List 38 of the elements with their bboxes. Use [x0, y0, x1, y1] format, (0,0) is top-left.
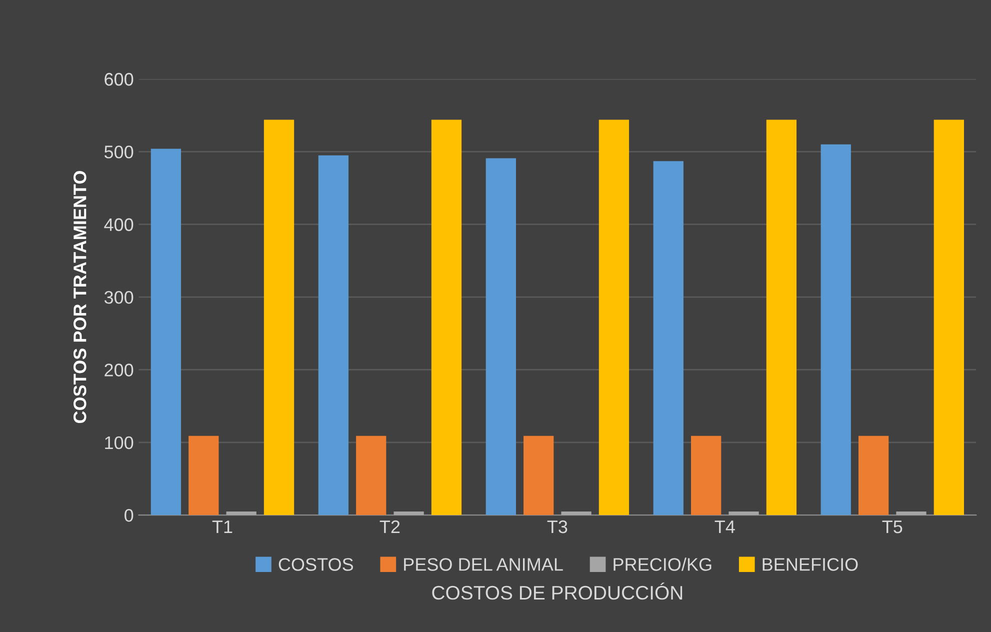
bar: [356, 436, 386, 516]
legend-label: COSTOS: [278, 558, 354, 571]
bar: [486, 158, 516, 516]
y-tick-label: 200: [104, 364, 134, 376]
y-tick-label: 400: [104, 218, 134, 232]
bar: [653, 161, 684, 516]
bar: [150, 148, 182, 516]
y-axis-title: COSTOS POR TRATAMIENTO: [74, 171, 86, 424]
bar: [691, 436, 722, 516]
bar: [934, 120, 964, 516]
legend-label: PESO DEL ANIMAL: [404, 558, 563, 571]
bar: [820, 144, 851, 516]
x-tick-label: T2: [380, 520, 400, 534]
bar: [896, 511, 926, 516]
bar: [264, 120, 294, 516]
x-tick-label: T3: [547, 520, 568, 534]
x-tick-label: T5: [882, 520, 902, 534]
y-tick-label: 600: [104, 72, 134, 86]
bar: [766, 120, 797, 516]
y-tick-label: 100: [105, 436, 134, 450]
y-tick-label: 300: [104, 290, 134, 304]
x-axis-title: COSTOS DE PRODUCCIÓN: [432, 582, 682, 600]
y-tick-label: 500: [104, 146, 134, 158]
bar: [728, 511, 759, 516]
bar: [188, 436, 219, 516]
x-tick-label: T1: [212, 520, 232, 534]
y-tick-label: 0: [124, 509, 134, 522]
bar: [226, 511, 256, 516]
bar: [858, 436, 889, 516]
bar: [598, 120, 630, 516]
legend-label: PRECIO/KG: [614, 558, 712, 571]
bar: [318, 155, 349, 516]
bar: [561, 511, 592, 516]
x-tick-label: T4: [714, 520, 735, 534]
bar: [394, 511, 424, 516]
legend-label: BENEFICIO: [762, 558, 858, 571]
bar: [431, 120, 462, 516]
bar: [524, 436, 554, 516]
